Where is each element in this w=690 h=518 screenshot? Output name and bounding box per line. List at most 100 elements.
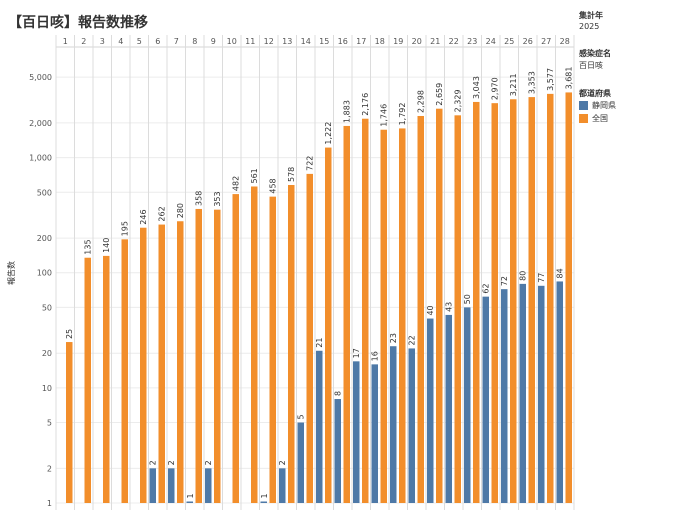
legend-entry-national[interactable]: 全国 — [579, 113, 608, 124]
y-tick-label: 5,000 — [29, 73, 52, 82]
data-label: 246 — [139, 209, 148, 224]
x-tick-label: 28 — [560, 37, 570, 46]
bar-national — [491, 103, 498, 503]
bar-shizuoka — [371, 364, 378, 503]
data-label: 358 — [195, 191, 204, 206]
bar-shizuoka — [297, 422, 304, 503]
bar-national — [214, 209, 221, 503]
data-label: 140 — [102, 238, 111, 253]
bar-shizuoka — [316, 350, 323, 503]
chart-title: 【百日咳】報告数推移 — [8, 15, 148, 31]
bar-national — [195, 208, 202, 503]
bar-national — [177, 221, 184, 503]
x-tick-label: 13 — [282, 37, 292, 46]
bar-shizuoka — [168, 468, 175, 503]
x-tick-label: 1 — [63, 37, 68, 46]
legend-year-value[interactable]: 2025 — [579, 22, 600, 31]
data-label: 23 — [389, 333, 398, 343]
bar-shizuoka — [501, 289, 508, 503]
bar-national — [362, 118, 369, 504]
x-tick-label: 4 — [118, 37, 123, 46]
bar-shizuoka — [390, 346, 397, 503]
y-tick-label: 2,000 — [29, 119, 52, 128]
bar-national — [84, 257, 91, 503]
data-label: 21 — [315, 338, 324, 348]
bar-national — [232, 194, 239, 503]
bar-shizuoka — [445, 314, 452, 503]
x-tick-label: 23 — [467, 37, 477, 46]
data-label: 3,353 — [528, 71, 537, 94]
bar-national — [325, 147, 332, 503]
data-label: 458 — [269, 178, 278, 193]
bar-national — [380, 129, 387, 503]
data-label: 17 — [352, 348, 361, 358]
legend-swatch-shizuoka — [579, 101, 588, 110]
data-label: 72 — [500, 276, 509, 286]
x-tick-label: 22 — [449, 37, 459, 46]
bar-national — [417, 115, 424, 503]
data-label: 1,222 — [324, 122, 333, 145]
x-tick-label: 26 — [523, 37, 533, 46]
data-label: 2 — [149, 460, 158, 465]
bar-national — [473, 101, 480, 503]
x-tick-label: 8 — [192, 37, 197, 46]
x-tick-label: 6 — [155, 37, 160, 46]
bar-shizuoka — [538, 285, 545, 503]
x-tick-label: 24 — [486, 37, 496, 46]
data-label: 280 — [176, 203, 185, 218]
x-tick-label: 25 — [504, 37, 514, 46]
x-tick-label: 3 — [100, 37, 105, 46]
data-label: 2 — [167, 460, 176, 465]
y-tick-label: 1,000 — [29, 154, 52, 163]
data-label: 80 — [519, 271, 528, 281]
legend-disease-value[interactable]: 百日咳 — [579, 61, 603, 70]
bar-shizuoka — [279, 468, 286, 503]
x-tick-label: 11 — [245, 37, 255, 46]
x-tick-label: 21 — [430, 37, 440, 46]
data-label: 561 — [250, 168, 259, 183]
bar-national — [103, 255, 110, 503]
data-label: 2,970 — [491, 77, 500, 100]
bar-shizuoka — [408, 348, 415, 503]
legend-entry-shizuoka[interactable]: 静岡県 — [579, 100, 616, 111]
y-tick-label: 5 — [47, 419, 52, 428]
x-tick-label: 2 — [81, 37, 86, 46]
x-tick-label: 12 — [264, 37, 274, 46]
data-label: 3,681 — [565, 67, 574, 90]
bar-national — [158, 224, 165, 504]
data-label: 25 — [65, 329, 74, 339]
data-label: 1 — [260, 493, 269, 498]
bar-national — [66, 342, 73, 503]
y-tick-label: 200 — [37, 234, 52, 243]
data-label: 1,883 — [343, 100, 352, 123]
data-label: 2,329 — [454, 89, 463, 112]
y-tick-label: 50 — [42, 303, 52, 312]
y-tick-label: 10 — [42, 384, 52, 393]
data-label: 482 — [232, 176, 241, 191]
y-tick-label: 1 — [47, 499, 52, 508]
y-tick-label: 2 — [47, 464, 52, 473]
bar-shizuoka — [205, 468, 212, 503]
legend-prefecture-label: 都道府県 — [579, 89, 611, 98]
legend-year-label: 集計年 — [579, 11, 603, 20]
data-label: 77 — [537, 273, 546, 283]
data-label: 578 — [287, 167, 296, 182]
data-label: 84 — [556, 268, 565, 278]
data-label: 262 — [158, 206, 167, 221]
bar-national — [399, 128, 406, 503]
data-label: 1,746 — [380, 104, 389, 127]
data-label: 16 — [371, 351, 380, 361]
bar-shizuoka — [482, 296, 489, 503]
bar-national — [510, 99, 517, 504]
y-tick-label: 20 — [42, 349, 52, 358]
data-label: 50 — [463, 294, 472, 304]
bar-national — [288, 185, 295, 503]
x-tick-label: 20 — [412, 37, 422, 46]
y-tick-label: 100 — [37, 269, 52, 278]
data-label: 3,211 — [509, 73, 518, 96]
data-label: 1 — [186, 493, 195, 498]
bar-shizuoka — [334, 399, 341, 503]
bar-national — [269, 196, 276, 503]
bar-national — [436, 108, 443, 503]
